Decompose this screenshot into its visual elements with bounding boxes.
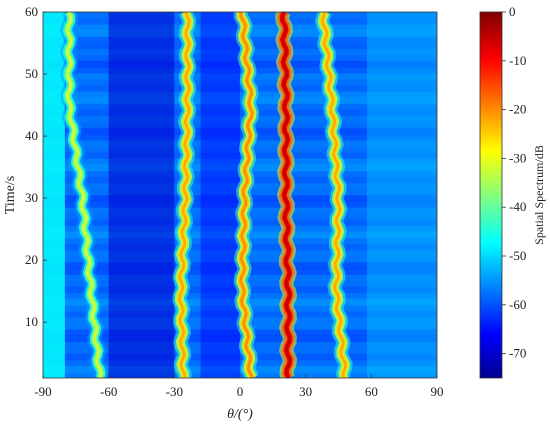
x-tick-label: -60	[100, 384, 117, 399]
background-band	[43, 91, 437, 98]
source-track	[280, 12, 292, 378]
x-tick-label: -90	[34, 384, 51, 399]
background-band	[43, 134, 437, 141]
background-band	[43, 103, 437, 111]
x-tick-label: 60	[365, 384, 378, 399]
background-band	[43, 115, 437, 123]
background-band	[43, 66, 437, 74]
x-tick-label: 30	[299, 384, 312, 399]
y-axis-ticks: 10 20 30 40 50 60	[25, 4, 47, 329]
heatmap-plot-area	[42, 11, 438, 379]
x-axis-label: θ/(°)	[227, 407, 253, 422]
y-tick-label: 50	[25, 66, 38, 81]
colorbar-tick-label: -10	[509, 53, 526, 68]
background-band	[43, 335, 437, 342]
y-axis-label: Time/s	[3, 176, 18, 214]
spectrum-region	[366, 12, 437, 378]
x-axis-ticks: -90 -60 -30 0 30 60 90	[34, 374, 444, 399]
colorbar-label: Spatial Spectrum/dB	[532, 145, 546, 245]
x-tick-label: 0	[237, 384, 244, 399]
background-band	[43, 109, 437, 117]
background-band	[43, 176, 437, 184]
colorbar-gradient	[479, 11, 503, 379]
background-band	[43, 347, 437, 355]
colorbar-tick-label: -60	[509, 297, 526, 312]
background-band	[43, 127, 437, 135]
spectrum-region	[200, 12, 240, 378]
y-tick-label: 10	[25, 314, 38, 329]
background-band	[43, 158, 437, 166]
background-band	[43, 353, 437, 361]
colorbar-tick-label: -50	[509, 248, 526, 263]
y-tick-label: 20	[25, 252, 38, 267]
x-tick-label: 90	[431, 384, 444, 399]
background-band	[43, 359, 437, 367]
colorbar-tick-label: 0	[509, 4, 516, 19]
background-band	[43, 152, 437, 159]
background-band	[43, 97, 437, 105]
x-tick-label: -30	[166, 384, 183, 399]
colorbar-ticks: 0 -10 -20 -30 -40 -50 -60 -70	[502, 4, 526, 361]
source-track	[178, 12, 191, 378]
source-track	[66, 12, 103, 378]
source-track	[320, 12, 347, 378]
background-band	[43, 121, 437, 129]
y-tick-label: 60	[25, 4, 38, 19]
background-band	[43, 73, 437, 80]
colorbar-tick-label: -20	[509, 102, 526, 117]
source-track	[239, 12, 254, 378]
y-tick-label: 30	[25, 190, 38, 205]
spectrum-region	[108, 12, 175, 378]
colorbar: 0 -10 -20 -30 -40 -50 -60 -70 Spatial Spectrum/…	[479, 4, 546, 379]
heatmap-tracks	[60, 12, 353, 378]
colorbar-tick-label: -70	[509, 346, 526, 361]
spectrum-region	[43, 12, 65, 378]
y-tick-label: 40	[25, 128, 38, 143]
colorbar-tick-label: -30	[509, 150, 526, 165]
background-band	[43, 85, 437, 92]
colorbar-tick-label: -40	[509, 199, 526, 214]
background-band	[43, 365, 437, 373]
